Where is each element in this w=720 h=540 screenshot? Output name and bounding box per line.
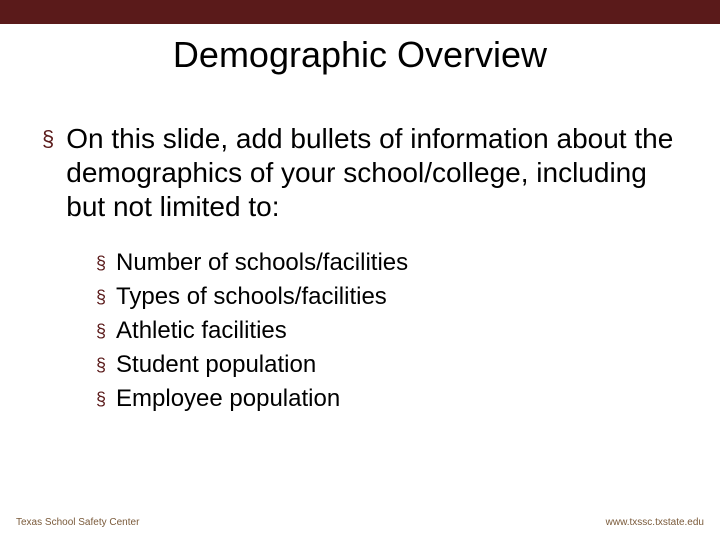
bullet-text-l2: Athletic facilities (116, 316, 287, 346)
bullet-marker-l2: § (96, 316, 106, 346)
footer-left: Texas School Safety Center (16, 517, 139, 528)
bullet-level2: § Athletic facilities (96, 316, 678, 346)
footer-right: www.txssc.txstate.edu (606, 517, 704, 528)
bullet-text-l2: Number of schools/facilities (116, 248, 408, 278)
bullet-marker-l2: § (96, 384, 106, 414)
bullet-text-l2: Employee population (116, 384, 340, 414)
bullet-marker-l2: § (96, 248, 106, 278)
bullet-level2: § Student population (96, 350, 678, 380)
bullet-level1: § On this slide, add bullets of informat… (42, 122, 678, 224)
bullet-level2: § Number of schools/facilities (96, 248, 678, 278)
bullet-text-l2: Types of schools/facilities (116, 282, 387, 312)
top-accent-bar (0, 0, 720, 24)
bullet-level2: § Employee population (96, 384, 678, 414)
bullet-marker-l1: § (42, 122, 54, 156)
bullet-level2-group: § Number of schools/facilities § Types o… (96, 248, 678, 414)
bullet-text-l2: Student population (116, 350, 316, 380)
bullet-level2: § Types of schools/facilities (96, 282, 678, 312)
bullet-marker-l2: § (96, 350, 106, 380)
bullet-marker-l2: § (96, 282, 106, 312)
slide-title: Demographic Overview (0, 34, 720, 76)
slide-content: § On this slide, add bullets of informat… (0, 76, 720, 414)
slide-footer: Texas School Safety Center www.txssc.txs… (0, 517, 720, 528)
bullet-text-l1: On this slide, add bullets of informatio… (66, 122, 678, 224)
